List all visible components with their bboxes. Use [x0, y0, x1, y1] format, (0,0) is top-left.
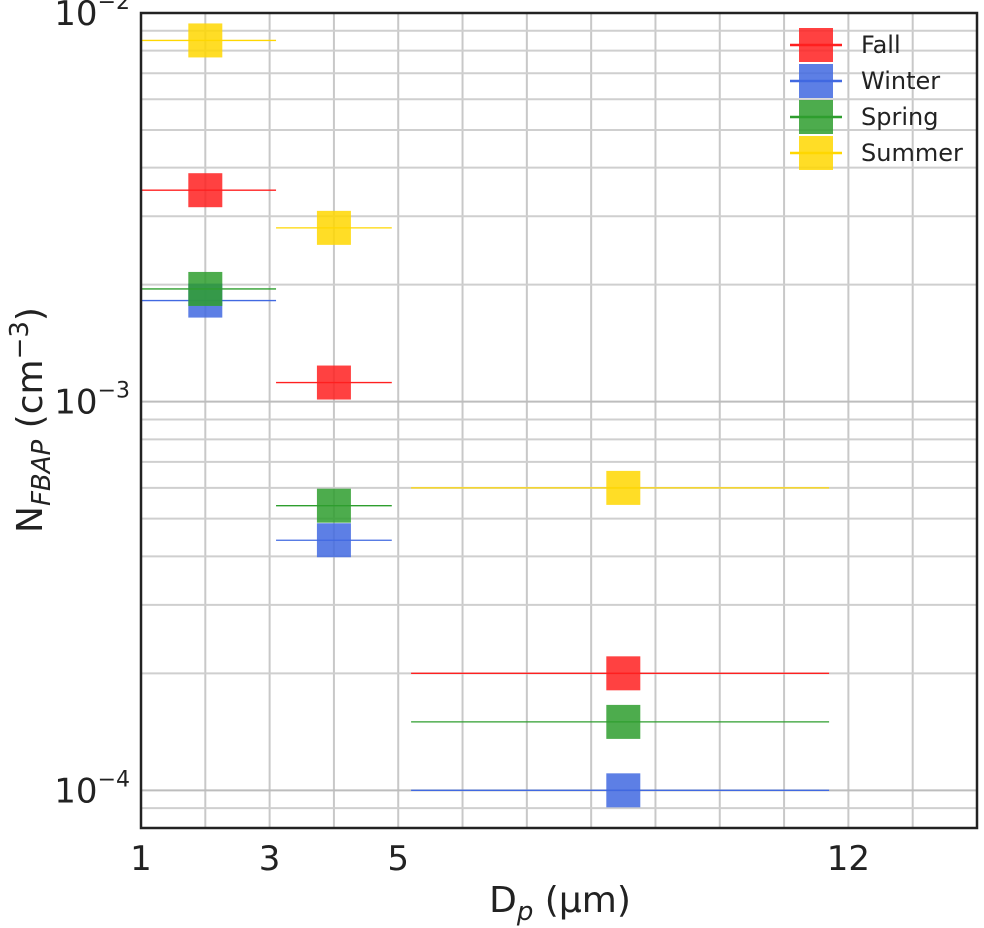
legend-item-spring: Spring	[790, 100, 938, 134]
y-tick-labels: 10−2 10−3 10−4	[54, 0, 130, 811]
data-point	[316, 523, 351, 558]
y-axis-label-rest: (cm	[10, 359, 51, 439]
legend-marker	[799, 64, 833, 98]
legend-item-fall: Fall	[790, 28, 901, 62]
data-point	[606, 470, 641, 505]
data-marks	[141, 23, 830, 808]
y-axis-label-end: )	[10, 307, 51, 321]
x-axis-label: Dp (μm)	[489, 880, 631, 927]
y-tick-label: 10−3	[54, 379, 130, 423]
plot-frame	[139, 11, 979, 830]
data-point	[316, 488, 351, 523]
data-point	[606, 704, 641, 739]
x-axis-label-sub: p	[516, 897, 534, 927]
data-point	[188, 173, 223, 208]
x-tick-label: 1	[130, 839, 152, 879]
legend-item-summer: Summer	[790, 136, 963, 170]
data-point	[316, 210, 351, 245]
data-point	[188, 23, 223, 58]
legend-label: Fall	[861, 31, 901, 59]
grid	[140, 12, 978, 829]
y-tick-label: 10−2	[54, 0, 130, 34]
data-point	[606, 773, 641, 808]
y-axis-label-main: N	[10, 506, 51, 533]
x-tick-label: 5	[387, 839, 409, 879]
legend-label: Summer	[861, 139, 963, 167]
legend-label: Spring	[861, 103, 938, 131]
x-tick-label: 3	[259, 839, 281, 879]
series-fall	[141, 173, 830, 691]
data-point	[606, 656, 641, 691]
data-point	[188, 271, 223, 306]
y-axis-label-sup: −3	[5, 321, 35, 359]
legend: Fall Winter Spring Summer	[790, 28, 963, 170]
x-axis-label-main: D	[489, 880, 517, 921]
y-axis-label-sub: FBAP	[27, 439, 57, 506]
legend-marker	[799, 28, 833, 62]
x-tick-label: 12	[827, 839, 870, 879]
legend-marker	[799, 136, 833, 170]
data-point	[316, 365, 351, 400]
x-axis-label-rest: (μm)	[533, 880, 631, 921]
legend-marker	[799, 100, 833, 134]
series-spring	[141, 271, 830, 739]
series-summer	[141, 23, 830, 505]
legend-label: Winter	[861, 67, 940, 95]
series-winter	[141, 283, 830, 808]
x-tick-labels: 1 3 5 12	[130, 839, 870, 879]
y-axis-label: NFBAP (cm−3)	[5, 307, 57, 533]
y-tick-label: 10−4	[54, 767, 130, 811]
legend-item-winter: Winter	[790, 64, 940, 98]
